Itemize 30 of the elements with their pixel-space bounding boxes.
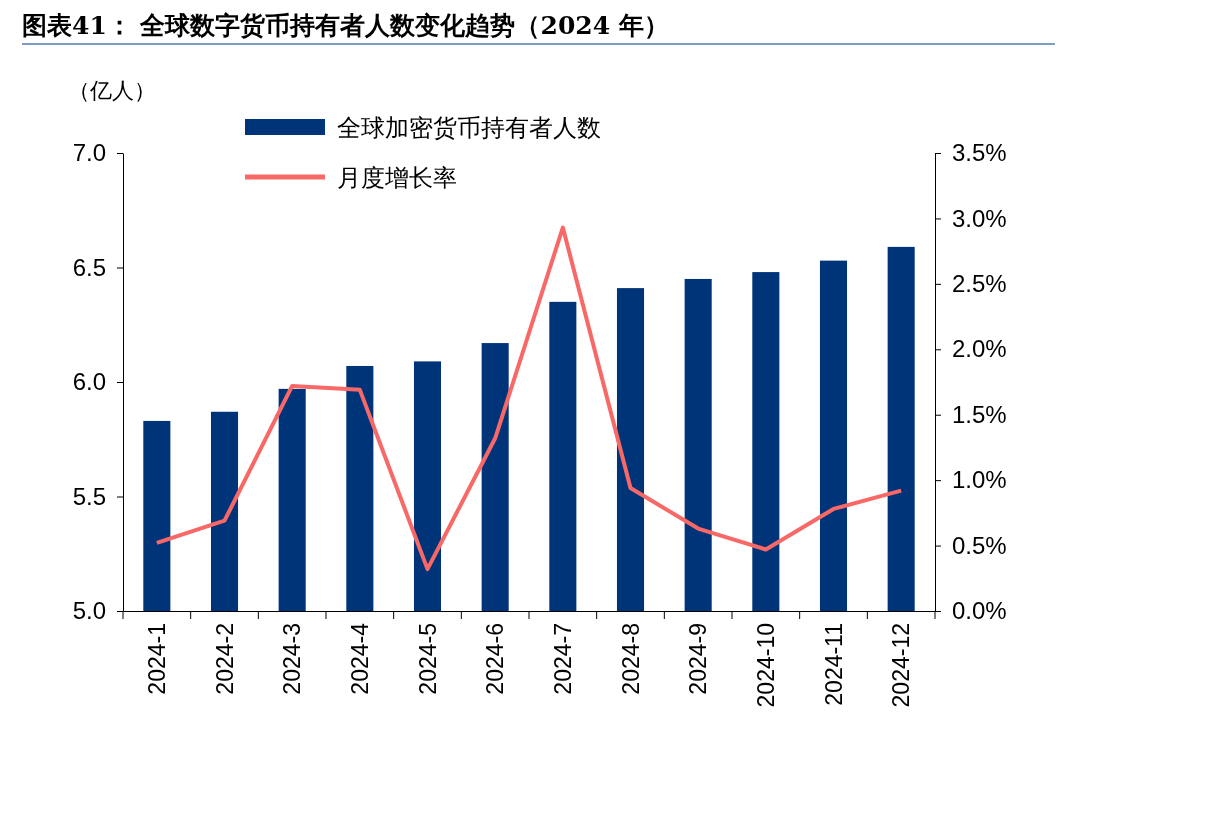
y2-tick-label: 2.5%: [952, 270, 1007, 298]
y2-tick-label: 1.0%: [952, 466, 1007, 494]
y-tick-label: 5.0: [72, 597, 106, 625]
x-tick-label: 2024-8: [617, 623, 644, 695]
y2-tick-label: 3.0%: [952, 204, 1007, 232]
legend-label: 全球加密货币持有者人数: [337, 114, 601, 142]
legend-label: 月度增长率: [337, 164, 457, 192]
y-tick-label: 7.0: [72, 139, 106, 167]
y-tick-label: 6.0: [72, 368, 106, 396]
x-tick-label: 2024-2: [211, 623, 238, 695]
y2-tick-label: 3.5%: [952, 139, 1007, 167]
x-tick-label: 2024-11: [820, 623, 847, 706]
y2-tick-label: 0.0%: [952, 597, 1007, 625]
x-tick-label: 2024-3: [279, 623, 306, 695]
x-tick-label: 2024-5: [414, 623, 441, 695]
y-tick-label: 6.5: [72, 253, 106, 281]
y-tick-label: 5.5: [72, 482, 106, 510]
x-tick-label: 2024-9: [685, 623, 712, 695]
y2-tick-label: 1.5%: [952, 400, 1007, 428]
x-tick-label: 2024-10: [752, 623, 779, 708]
line-series: [154, 225, 904, 572]
chart-title: 图表41： 全球数字货币持有者人数变化趋势（2024 年）: [22, 11, 669, 40]
x-tick-label: 2024-7: [549, 623, 576, 695]
x-tick-label: 2024-4: [346, 622, 373, 695]
y2-tick-label: 2.0%: [952, 335, 1007, 363]
x-tick-label: 2024-1: [143, 623, 170, 695]
y2-tick-label: 0.5%: [952, 531, 1007, 559]
y-axis-title: （亿人）: [68, 78, 156, 103]
x-tick-label: 2024-6: [482, 623, 509, 695]
x-tick-label: 2024-12: [888, 623, 915, 708]
